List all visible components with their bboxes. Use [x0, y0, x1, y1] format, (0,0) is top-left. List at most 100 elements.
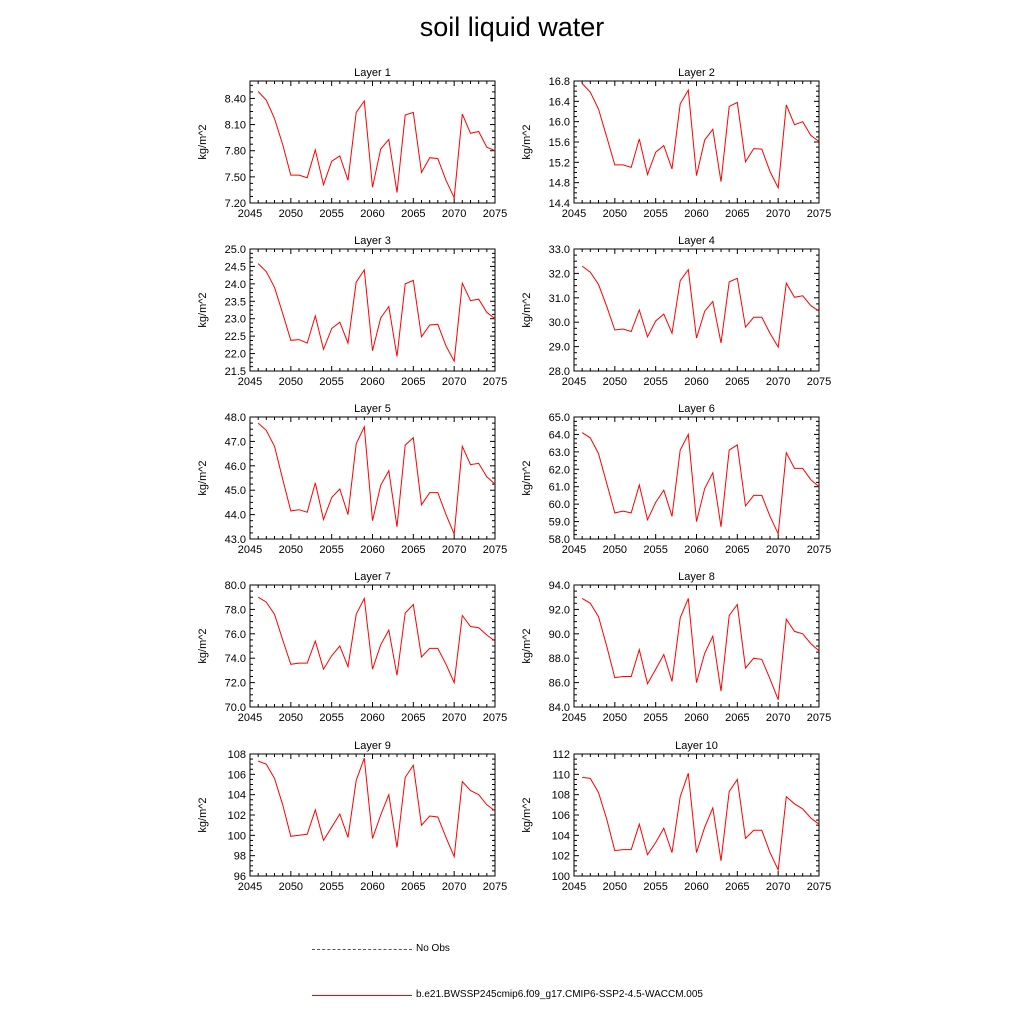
y-axis-label: kg/m^2 [197, 292, 209, 327]
panel-layer-7: Layer 7 kg/m^2 2045 2050 2055 2060 2065 2070 207… [197, 571, 507, 724]
x-tick-label: 2070 [442, 544, 466, 556]
y-tick-label: 7.50 [225, 172, 246, 184]
y-tick-label: 102 [552, 851, 570, 863]
panel-layer-5: Layer 5 kg/m^2 2045 2050 2055 2060 2065 2070 207… [197, 403, 507, 556]
x-tick-label: 2065 [401, 712, 425, 724]
x-tick-label: 2045 [238, 376, 262, 388]
y-tick-label: 72.0 [225, 678, 246, 690]
x-tick-label: 2060 [360, 881, 384, 893]
y-tick-label: 31.0 [549, 293, 570, 305]
legend-model-label: b.e21.BWSSP245cmip6.f09_g17.CMIP6-SSP2-4… [416, 989, 703, 1000]
y-tick-label: 45.0 [225, 485, 246, 497]
y-tick-label: 108 [552, 790, 570, 802]
panel-title: Layer 1 [354, 67, 391, 79]
series-line [257, 596, 496, 685]
x-tick-label: 2060 [360, 544, 384, 556]
y-axis-label: kg/m^2 [521, 797, 533, 832]
x-tick-label: 2055 [643, 881, 667, 893]
panel-layer-1: Layer 1 kg/m^2 2045 2050 2055 2060 2065 2070 207… [197, 67, 507, 220]
x-tick-label: 2065 [725, 376, 749, 388]
y-tick-label: 112 [552, 749, 570, 761]
y-axis-label: kg/m^2 [521, 292, 533, 327]
x-tick-label: 2075 [483, 208, 507, 220]
x-tick-label: 2050 [603, 376, 627, 388]
y-tick-label: 78.0 [225, 604, 246, 616]
y-tick-label: 94.0 [549, 580, 570, 592]
y-tick-label: 84.0 [549, 702, 570, 714]
legend-model-line [312, 995, 412, 996]
panel-layer-3: Layer 3 kg/m^2 2045 2050 2055 2060 2065 2070 207… [197, 235, 507, 388]
panel-layer-9: Layer 9 kg/m^2 2045 2050 2055 2060 2065 2070 207… [197, 740, 507, 893]
y-tick-label: 21.5 [225, 366, 246, 378]
y-tick-label: 96 [234, 871, 246, 883]
panel-title: Layer 7 [354, 571, 391, 583]
x-tick-label: 2045 [238, 544, 262, 556]
y-tick-label: 102 [228, 810, 246, 822]
panel-title: Layer 10 [675, 740, 718, 752]
y-tick-label: 23.0 [225, 314, 246, 326]
x-tick-label: 2045 [562, 712, 586, 724]
series-line [258, 757, 496, 859]
x-tick-label: 2070 [766, 712, 790, 724]
x-tick-label: 2055 [319, 881, 343, 893]
y-tick-label: 74.0 [225, 653, 246, 665]
x-tick-label: 2050 [279, 208, 303, 220]
x-tick-label: 2045 [238, 712, 262, 724]
panel-layer-6: Layer 6 kg/m^2 2045 2050 2055 2060 2065 2070 207… [521, 403, 831, 556]
y-tick-label: 64.0 [549, 429, 570, 441]
y-tick-label: 100 [552, 871, 570, 883]
plot-frame [573, 753, 820, 877]
y-tick-label: 104 [552, 830, 570, 842]
panel-layer-2: Layer 2 kg/m^2 2045 2050 2055 2060 2065 2070 207… [521, 67, 831, 220]
x-tick-label: 2070 [442, 881, 466, 893]
y-tick-label: 7.20 [225, 198, 246, 210]
y-tick-label: 30.0 [549, 317, 570, 329]
y-tick-label: 24.0 [225, 279, 246, 291]
x-tick-label: 2060 [360, 712, 384, 724]
y-tick-label: 23.5 [225, 296, 246, 308]
y-tick-label: 60.0 [549, 499, 570, 511]
panel-title: Layer 4 [678, 235, 715, 247]
y-tick-label: 48.0 [225, 412, 246, 424]
x-tick-label: 2045 [562, 881, 586, 893]
panel-title: Layer 5 [354, 403, 391, 415]
x-tick-label: 2050 [279, 712, 303, 724]
y-tick-label: 8.10 [225, 120, 246, 132]
y-tick-label: 62.0 [549, 464, 570, 476]
x-tick-label: 2065 [725, 208, 749, 220]
y-tick-label: 16.8 [549, 76, 570, 88]
series-line [257, 422, 496, 535]
series-line [581, 265, 820, 349]
x-tick-label: 2045 [562, 208, 586, 220]
y-tick-label: 47.0 [225, 436, 246, 448]
x-tick-label: 2060 [684, 544, 708, 556]
x-tick-label: 2045 [238, 208, 262, 220]
y-tick-label: 24.5 [225, 261, 246, 273]
plot-frame [573, 584, 820, 708]
y-tick-label: 7.80 [225, 146, 246, 158]
x-tick-label: 2075 [483, 881, 507, 893]
y-tick-label: 22.5 [225, 331, 246, 343]
x-tick-label: 2050 [279, 544, 303, 556]
y-tick-label: 90.0 [549, 629, 570, 641]
x-tick-label: 2050 [279, 881, 303, 893]
y-tick-label: 32.0 [549, 268, 570, 280]
y-tick-label: 58.0 [549, 534, 570, 546]
y-tick-label: 59.0 [549, 517, 570, 529]
x-tick-label: 2075 [807, 208, 831, 220]
legend-obs-line [312, 949, 412, 950]
y-axis-label: kg/m^2 [521, 628, 533, 663]
series-line [581, 432, 820, 536]
series-line [257, 91, 496, 200]
y-tick-label: 16.0 [549, 117, 570, 129]
series-line [257, 263, 496, 363]
x-tick-label: 2070 [766, 881, 790, 893]
y-tick-label: 22.0 [225, 349, 246, 361]
y-tick-label: 70.0 [225, 702, 246, 714]
x-tick-label: 2060 [360, 208, 384, 220]
x-tick-label: 2055 [319, 712, 343, 724]
x-tick-label: 2060 [360, 376, 384, 388]
y-tick-label: 44.0 [225, 510, 246, 522]
y-tick-label: 61.0 [549, 482, 570, 494]
y-tick-label: 14.4 [549, 198, 570, 210]
